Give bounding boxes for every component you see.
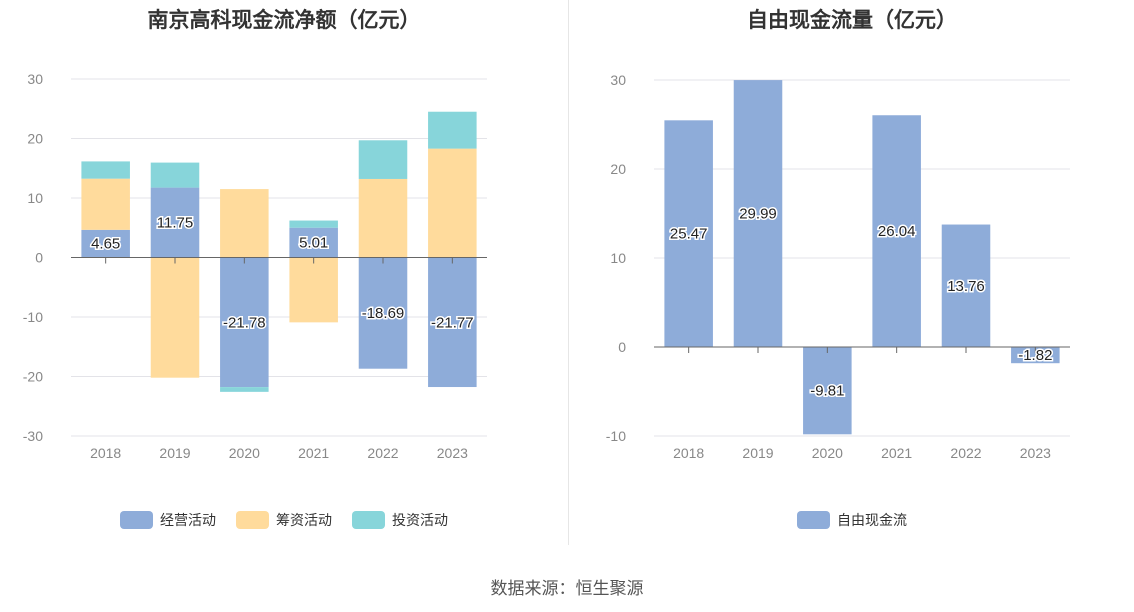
bar [872,115,921,347]
y-tick-label: 20 [610,161,626,177]
legend-swatch [120,511,153,529]
y-tick-label: 30 [610,72,626,88]
legend-item[interactable]: 自由现金流 [797,510,907,530]
right-chart-svg: -10 0 10 20 30 2018 2019 2020 2021 2022 2023 25.47 2… [606,72,1070,461]
x-tick-label: 2023 [437,445,468,461]
data-label: 5.01 [299,235,328,252]
bar [150,257,200,378]
bar [289,257,338,323]
y-tick-label: -10 [606,428,626,444]
y-tick-label: -20 [23,369,43,385]
bar [358,257,408,369]
data-label: 11.75 [157,215,193,232]
x-tick-label: 2020 [812,445,843,461]
panel-divider [568,0,569,545]
bar [803,347,852,435]
right-chart-legend: 自由现金流 [570,510,1134,530]
x-tick-label: 2022 [950,445,981,461]
legend-swatch [236,511,269,529]
bar [428,111,477,149]
bar [289,227,338,258]
bar [941,224,991,347]
y-tick-label: 20 [27,131,43,147]
x-tick-label: 2018 [90,445,121,461]
data-label: 29.99 [739,206,777,223]
right-chart-panel: 自由现金流量（亿元） -10 0 10 20 30 2018 2019 2020 2021 202… [570,0,1134,545]
legend-label: 自由现金流 [837,512,907,528]
legend-label: 筹资活动 [276,512,332,528]
data-label: -9.81 [810,383,844,400]
legend-item[interactable]: 筹资活动 [236,510,332,530]
y-tick-label: 10 [610,250,626,266]
data-source-note: 数据来源：恒生聚源 [490,579,644,598]
legend-swatch [797,511,830,529]
data-label: 13.76 [947,278,985,295]
legend-label: 投资活动 [392,512,448,528]
data-label: -1.82 [1018,347,1052,364]
legend-label: 经营活动 [160,512,216,528]
x-tick-label: 2020 [229,445,260,461]
data-label: -18.69 [362,305,405,322]
bar [1011,347,1060,364]
x-tick-label: 2021 [881,445,912,461]
bar [150,187,200,258]
legend-item[interactable]: 投资活动 [352,510,448,530]
legend-swatch [352,511,385,529]
data-label: 25.47 [670,226,708,243]
bar [428,148,477,258]
bar [664,120,713,347]
legend-item[interactable]: 经营活动 [120,510,216,530]
left-chart-panel: 南京高科现金流净额（亿元） -30 -20 -10 0 10 20 30 2018 2019 20… [0,0,568,545]
x-tick-label: 2022 [367,445,398,461]
bar [220,189,269,258]
x-tick-label: 2021 [298,445,329,461]
left-chart-svg: -30 -20 -10 0 10 20 30 2018 2019 2020 2021 2022 2023… [23,71,487,461]
bar [150,162,200,188]
y-tick-label: 30 [27,71,43,87]
left-chart-title: 南京高科现金流净额（亿元） [147,9,421,32]
bar [81,161,130,179]
left-chart-legend: 经营活动 筹资活动 投资活动 [0,510,568,530]
bar [220,387,269,392]
bar [358,140,408,179]
x-tick-label: 2023 [1020,445,1051,461]
y-tick-label: -30 [23,428,43,444]
data-label: -21.77 [431,314,474,331]
y-tick-label: 0 [618,339,626,355]
bar [358,178,408,258]
y-tick-label: -10 [23,309,43,325]
bar [81,229,130,258]
bar [733,80,783,348]
bar [289,220,338,228]
bar [428,257,477,388]
data-label: -21.78 [223,314,266,331]
x-tick-label: 2018 [673,445,704,461]
bar [220,257,269,388]
x-tick-label: 2019 [159,445,190,461]
data-label: 4.65 [91,236,120,253]
bar [81,178,130,230]
data-label: 26.04 [878,223,916,240]
right-chart-title: 自由现金流量（亿元） [747,9,957,32]
y-tick-label: 0 [35,250,43,266]
y-tick-label: 10 [27,190,43,206]
x-tick-label: 2019 [742,445,773,461]
